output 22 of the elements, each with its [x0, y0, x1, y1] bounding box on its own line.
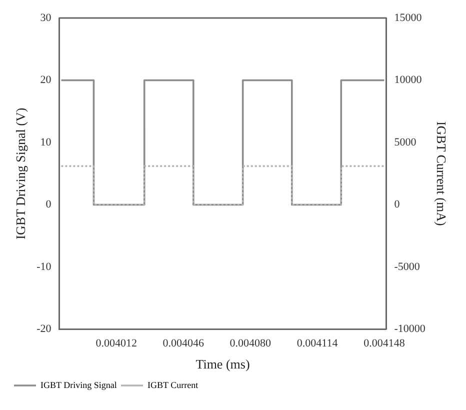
legend-label: IGBT Current [147, 380, 199, 390]
y-axis-title: IGBT Driving Signal (V) [13, 108, 28, 240]
y2-tick-label: 0 [394, 198, 400, 211]
y2-tick-label: 10000 [394, 74, 422, 86]
y2-axis-title: IGBT Current (mA) [434, 121, 449, 226]
y-tick-label: -10 [36, 260, 52, 273]
y-tick-label: 0 [46, 198, 52, 211]
y2-tick-label: -10000 [394, 323, 426, 336]
legend-label: IGBT Driving Signal [40, 380, 118, 390]
x-tick-label: 0.004012 [96, 338, 138, 350]
y-tick-label: 10 [40, 136, 52, 148]
y2-tick-label: -5000 [394, 260, 420, 273]
x-tick-label: 0.004114 [296, 338, 338, 350]
x-tick-label: 0.004148 [364, 338, 406, 350]
y-tick-label: 20 [40, 74, 52, 86]
y2-tick-label: 5000 [394, 136, 417, 148]
x-axis-title: Time (ms) [196, 356, 250, 372]
x-tick-label: 0.004046 [162, 338, 204, 350]
y2-tick-label: 15000 [394, 12, 422, 24]
x-tick-label: 0.004080 [230, 338, 272, 350]
y-tick-label: -20 [36, 323, 52, 336]
y-tick-label: 30 [40, 12, 52, 24]
